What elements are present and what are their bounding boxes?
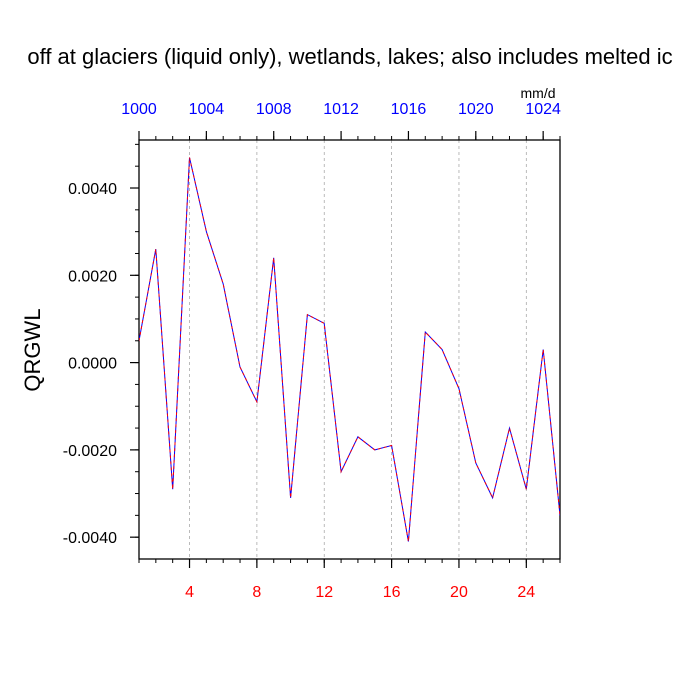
grid-lines [189, 140, 527, 559]
top-tick-label: 1012 [323, 101, 359, 118]
top-tick-label: 1004 [189, 101, 225, 118]
x-tick-label: 12 [315, 584, 333, 601]
y-tick-label: 0.0040 [68, 181, 117, 198]
top-tick-label: 1020 [458, 101, 494, 118]
chart-title: off at glaciers (liquid only), wetlands,… [27, 44, 672, 69]
y-tick-label: 0.0020 [68, 268, 117, 285]
y-tick-label: 0.0000 [68, 356, 117, 373]
top-tick-label: 1000 [121, 101, 157, 118]
top-tick-label: 1024 [525, 101, 561, 118]
axis-tick-labels: 4 8 12 16 20 24 1000 1004 1008 1012 1016 1020 1024 -0… [63, 101, 561, 601]
x-tick-label: 20 [450, 584, 468, 601]
x-tick-label: 4 [185, 584, 194, 601]
y-tick-label: -0.0020 [63, 443, 117, 460]
x-tick-label: 8 [252, 584, 261, 601]
units-label: mm/d [521, 85, 556, 101]
x-tick-label: 24 [517, 584, 535, 601]
series-group [139, 157, 560, 542]
series-line-dashed [139, 157, 560, 542]
axis-ticks [130, 131, 561, 568]
plot-frame [138, 139, 561, 560]
top-tick-label: 1008 [256, 101, 292, 118]
x-tick-label: 16 [383, 584, 401, 601]
y-tick-label: -0.0040 [63, 530, 117, 547]
top-tick-label: 1016 [391, 101, 427, 118]
y-axis-label: QRGWL [20, 308, 45, 391]
series-line [139, 157, 560, 542]
